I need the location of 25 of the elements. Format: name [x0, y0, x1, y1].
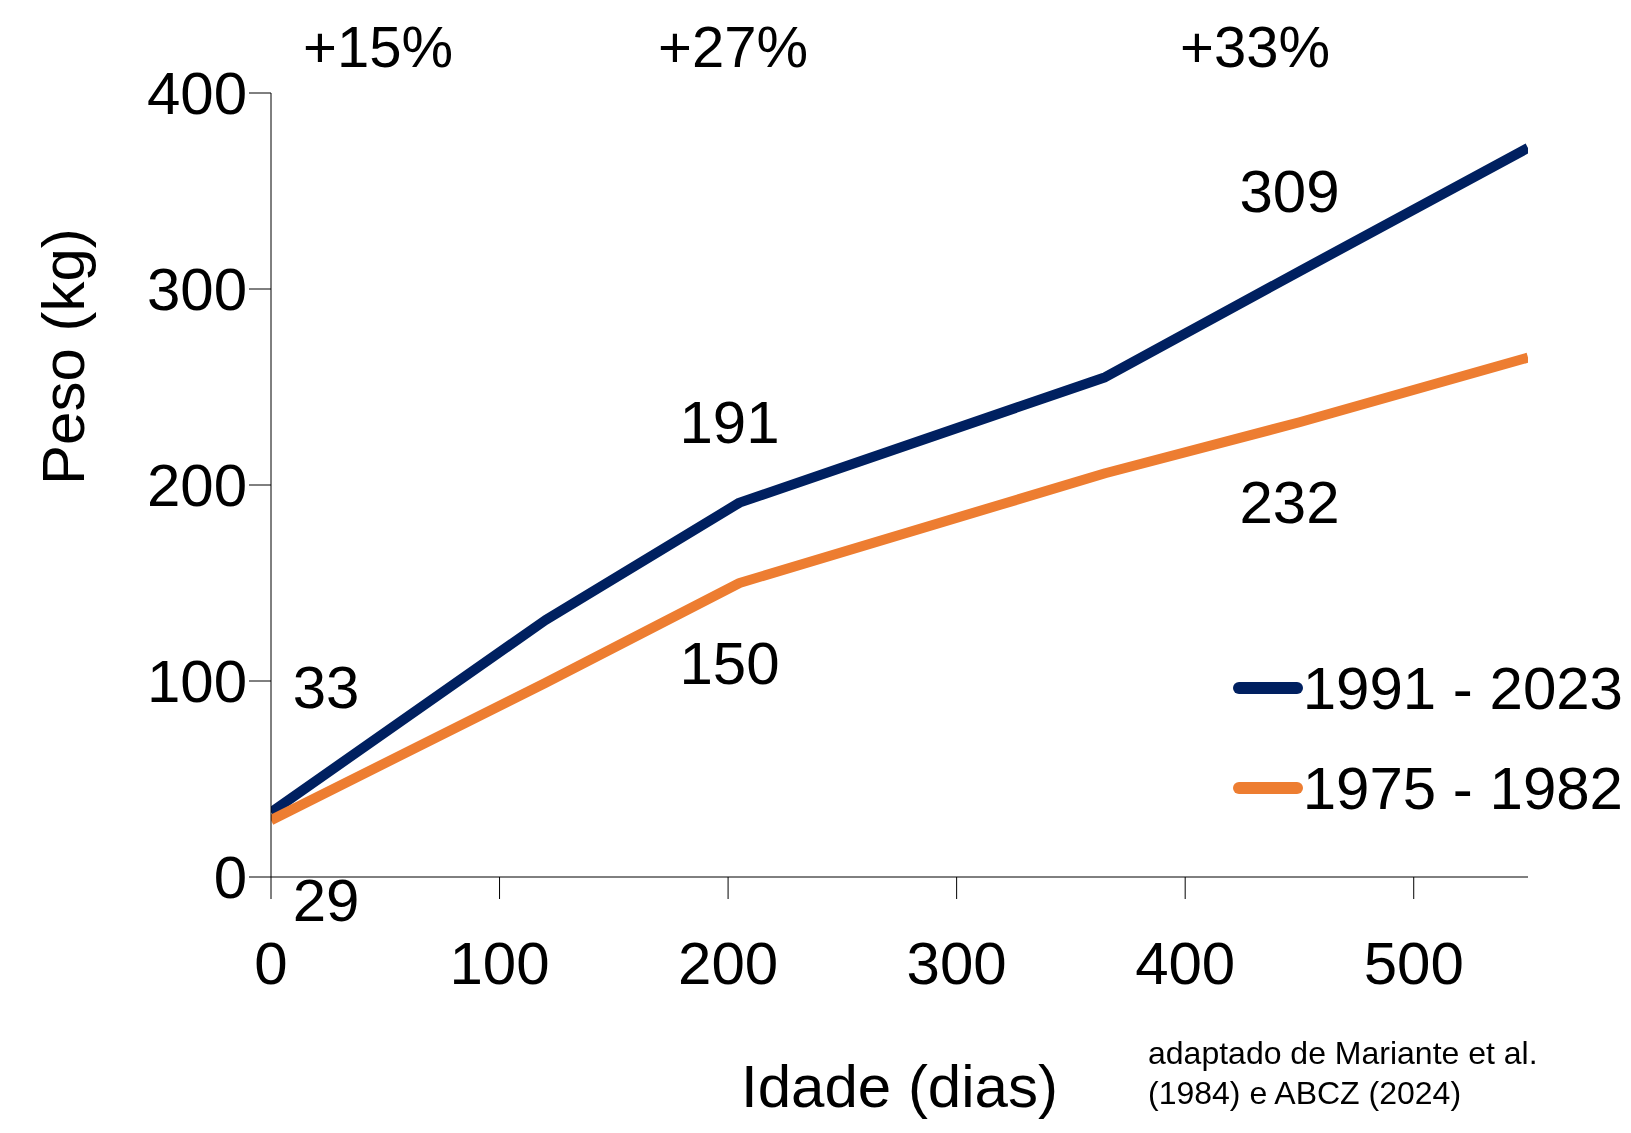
- text: +15%: [302, 13, 454, 80]
- y-tick-label: 200: [146, 452, 247, 520]
- data-label: 309: [1239, 158, 1340, 226]
- x-axis-title: Idade (dias): [741, 1053, 1058, 1120]
- y-tick-label: 300: [146, 256, 247, 324]
- data-label: 232: [1239, 469, 1340, 537]
- y-tick-label: 0: [213, 844, 247, 912]
- x-tick-label: 100: [449, 929, 550, 997]
- x-tick-label: 500: [1363, 929, 1464, 997]
- x-tick-label: 400: [1135, 929, 1236, 997]
- legend-label: 1991 - 2023: [1302, 653, 1623, 723]
- text: adaptado de Mariante et al. (1984) e ABCZ (2024): [1148, 1034, 1539, 1113]
- legend-label: 1975 - 1982: [1302, 753, 1623, 823]
- y-axis-title: Peso (kg): [30, 228, 98, 485]
- data-label: 150: [679, 629, 780, 697]
- data-label: 191: [679, 389, 780, 457]
- data-label: 33: [292, 654, 360, 722]
- x-tick-label: 200: [678, 929, 779, 997]
- text: +27%: [657, 13, 809, 80]
- y-tick-label: 100: [146, 648, 247, 716]
- x-tick-label: 300: [906, 929, 1007, 997]
- text: +33%: [1179, 13, 1331, 80]
- data-label: 29: [292, 867, 360, 934]
- x-tick-label: 0: [254, 929, 288, 997]
- y-tick-label: 400: [146, 60, 247, 128]
